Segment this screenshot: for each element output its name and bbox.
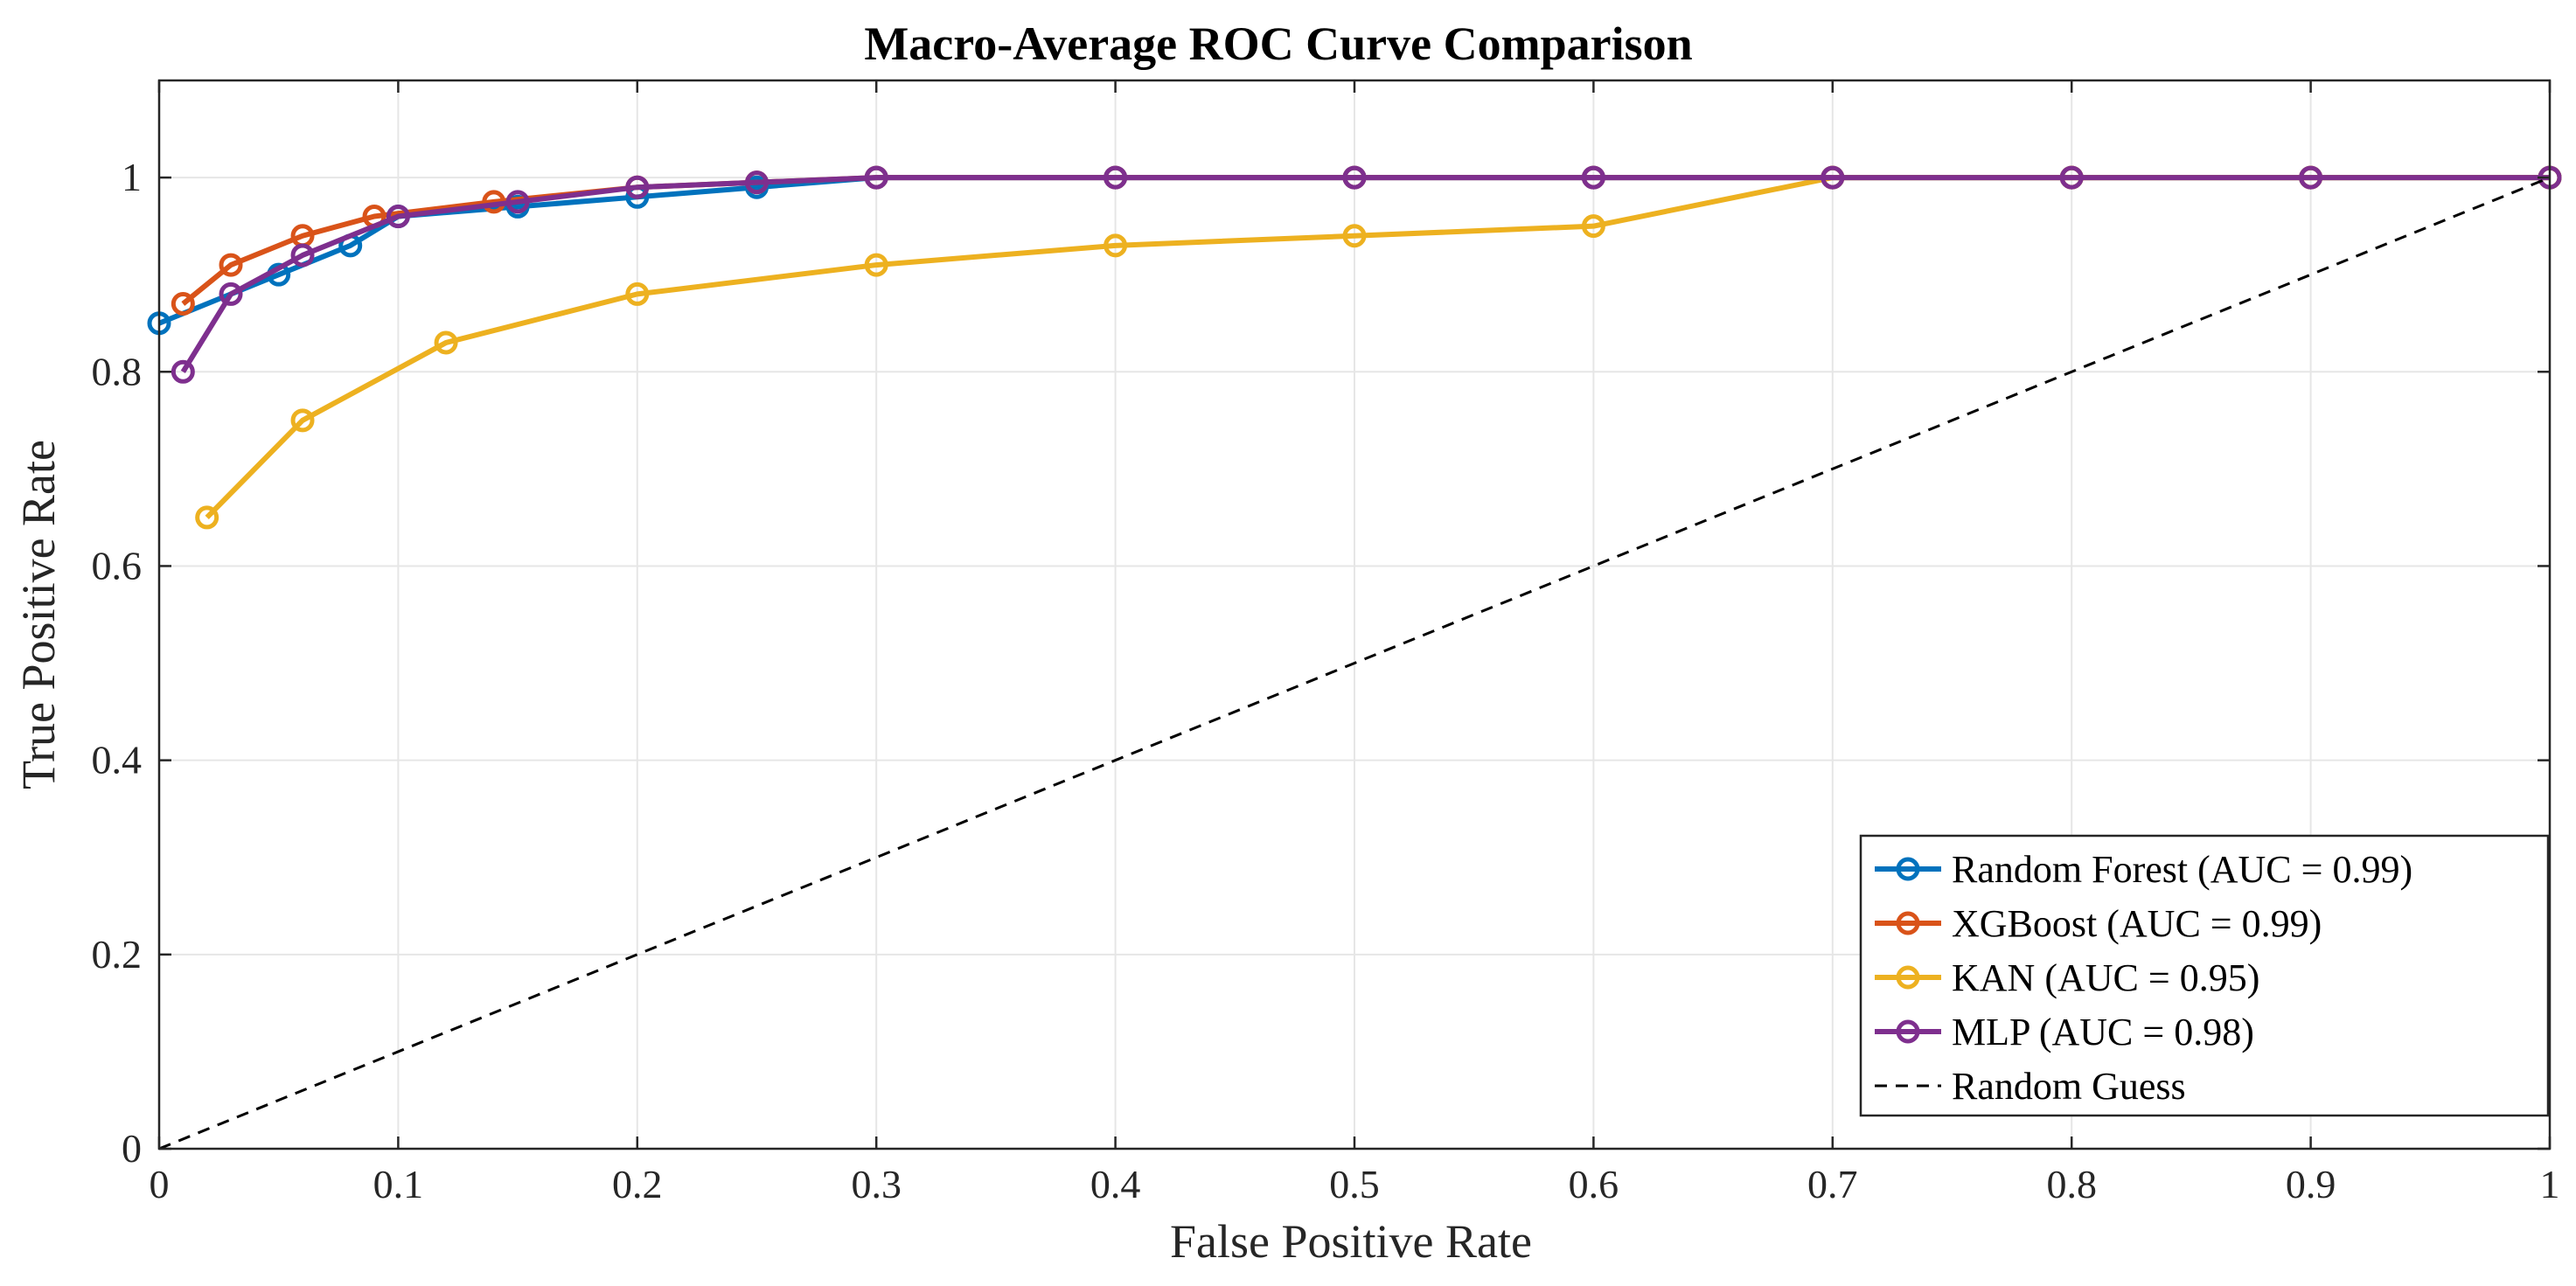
axis-ticks: 0 0.1 0.2 0.3 0.4 0.5 0.6 0.7 0.8 0.9 1 0 0.2 0.4 0.6 0…: [92, 80, 2560, 1206]
legend-entry: Random Forest (AUC = 0.99): [1875, 848, 2412, 891]
data-point: [1581, 214, 1605, 239]
x-tick-label: 0.3: [851, 1162, 902, 1206]
data-point: [171, 359, 195, 384]
x-tick-label: 0.6: [1569, 1162, 1619, 1206]
x-tick-label: 0.5: [1329, 1162, 1380, 1206]
series-line: [205, 175, 2550, 520]
data-point: [1821, 165, 1845, 190]
data-point: [290, 243, 315, 268]
y-tick-label: 1: [122, 155, 142, 199]
x-axis-label: False Positive Rate: [1170, 1215, 1532, 1268]
legend-label: XGBoost (AUC = 0.99): [1952, 902, 2322, 945]
legend-entry: XGBoost (AUC = 0.99): [1875, 902, 2322, 945]
data-point: [219, 282, 243, 306]
data-point: [1342, 165, 1367, 190]
y-tick-label: 0.2: [92, 932, 143, 977]
legend-entry: MLP (AUC = 0.98): [1875, 1011, 2254, 1053]
legend-swatch-marker: [1896, 1019, 1920, 1044]
series-4: [171, 165, 2562, 384]
legend: Random Forest (AUC = 0.99) XGBoost (AUC =…: [1859, 834, 2550, 1117]
data-point: [290, 408, 315, 433]
data-point: [625, 175, 650, 199]
data-point: [171, 292, 195, 316]
data-point: [1342, 224, 1367, 248]
data-point: [219, 253, 243, 277]
data-point: [1581, 165, 1605, 190]
legend-swatch-marker: [1896, 857, 1920, 881]
legend-swatch-marker: [1896, 911, 1920, 935]
data-point: [745, 170, 769, 195]
legend-box: [1859, 834, 2550, 1117]
y-axis-label: True Positive Rate: [12, 440, 65, 789]
x-tick-label: 1: [2540, 1162, 2560, 1206]
legend-label: KAN (AUC = 0.95): [1952, 956, 2259, 999]
data-point: [505, 190, 530, 214]
series-line: [180, 175, 2550, 373]
legend-label: MLP (AUC = 0.98): [1952, 1011, 2254, 1053]
series-3: [195, 165, 2562, 530]
x-tick-label: 0.1: [373, 1162, 424, 1206]
series-2: [171, 165, 2562, 316]
x-tick-label: 0.9: [2286, 1162, 2336, 1206]
chart-title: Macro-Average ROC Curve Comparison: [864, 17, 1692, 70]
y-tick-label: 0.8: [92, 349, 143, 393]
data-point: [434, 330, 458, 355]
data-point: [195, 505, 219, 530]
data-point: [864, 165, 888, 190]
x-tick-label: 0: [150, 1162, 170, 1206]
data-point: [2299, 165, 2323, 190]
legend-swatch-marker: [1896, 965, 1920, 990]
x-tick-label: 0.7: [1807, 1162, 1858, 1206]
data-point: [625, 282, 650, 306]
data-point: [1104, 233, 1128, 258]
y-tick-label: 0: [122, 1126, 142, 1171]
x-tick-label: 0.4: [1090, 1162, 1141, 1206]
series-5: [158, 176, 2551, 1150]
plot-series: [147, 165, 2562, 1150]
y-tick-label: 0.6: [92, 543, 143, 587]
legend-entry: KAN (AUC = 0.95): [1875, 956, 2259, 999]
x-tick-label: 0.2: [612, 1162, 663, 1206]
data-point: [2059, 165, 2084, 190]
legend-label: Random Guess: [1952, 1065, 2186, 1108]
data-point: [386, 205, 410, 229]
legend-label: Random Forest (AUC = 0.99): [1952, 848, 2412, 891]
series-line: [158, 176, 2551, 1150]
legend-entry: Random Guess: [1875, 1065, 2186, 1108]
series-line: [181, 175, 2550, 306]
data-point: [1104, 165, 1128, 190]
x-tick-label: 0.8: [2046, 1162, 2097, 1206]
data-point: [864, 253, 888, 277]
y-tick-label: 0.4: [92, 738, 143, 782]
